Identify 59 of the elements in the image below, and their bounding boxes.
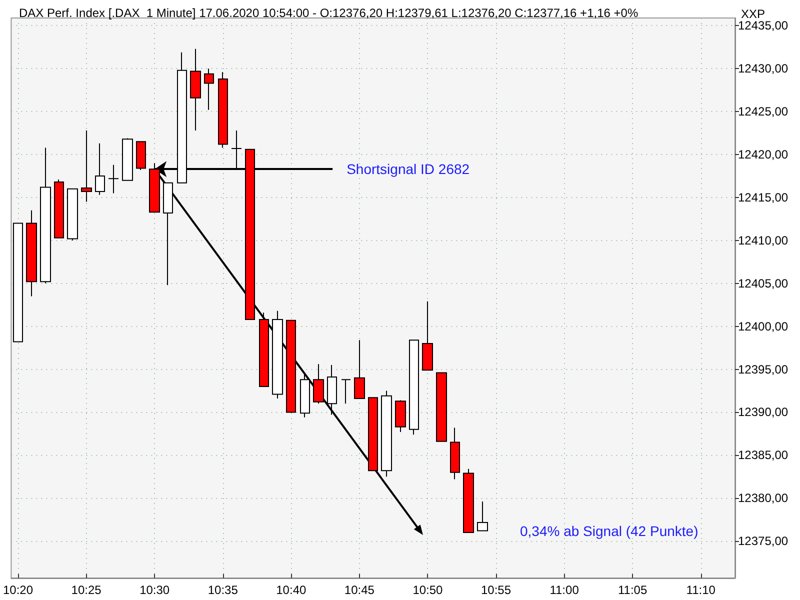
x-tick-label: 10:45 <box>344 583 375 597</box>
y-tick-label: 12430,00 <box>738 62 788 76</box>
candlestick <box>26 210 37 297</box>
y-tick-label: 12400,00 <box>738 319 788 334</box>
candlestick <box>163 182 173 286</box>
x-tick-label: 11:00 <box>550 583 580 597</box>
candlestick <box>190 48 201 132</box>
candlestick <box>477 500 488 532</box>
x-tick-label: 10:40 <box>276 583 306 597</box>
candlestick <box>422 300 433 371</box>
annotation: Shortsignal ID 2682 <box>346 161 470 178</box>
x-tick-label: 10:35 <box>208 583 238 597</box>
y-axis-title: XXP <box>741 6 766 21</box>
candlestick <box>218 72 228 148</box>
y-tick-label: 12380,00 <box>738 491 788 506</box>
candlestick <box>395 400 406 432</box>
y-tick-label: 12390,00 <box>738 405 788 420</box>
candlestick <box>122 138 133 181</box>
candlestick <box>81 130 92 202</box>
chart-title: DAX Perf. Index [.DAX 1 Minute] 17.06.2020 10:54:00 - O:12376,20 H:12379,61 L:12376,20 C:12377,16 +1,16 +0% <box>19 6 638 20</box>
x-tick-label: 10:25 <box>71 583 102 597</box>
candlestick <box>67 188 78 241</box>
candlestick <box>13 222 23 342</box>
candlestick <box>272 310 283 399</box>
candlestick <box>259 312 269 387</box>
candlestick <box>409 340 419 436</box>
candlestick <box>341 379 351 404</box>
y-tick-label: 12410,00 <box>738 233 788 248</box>
candlestick <box>95 142 105 196</box>
y-tick-label: 12405,00 <box>738 276 788 290</box>
y-tick-label: 12435,00 <box>738 18 788 33</box>
x-tick-label: 11:10 <box>686 583 716 597</box>
candlestick <box>354 340 365 399</box>
annotation: 0,34% ab Signal (42 Punkte) <box>520 523 698 539</box>
candlestick <box>54 178 64 238</box>
candlestick <box>368 397 378 472</box>
x-tick-label: 10:30 <box>140 583 170 597</box>
y-tick-label: 12395,00 <box>738 362 788 376</box>
candlestick <box>40 147 51 284</box>
x-tick-label: 10:50 <box>412 583 444 597</box>
candlestick <box>286 320 296 413</box>
y-tick-label: 12415,00 <box>738 190 788 205</box>
y-tick-label: 12425,00 <box>738 104 788 119</box>
y-tick-label: 12420,00 <box>738 148 788 162</box>
y-tick-label: 12375,00 <box>738 534 788 548</box>
candlestick <box>436 372 447 442</box>
candlestick <box>300 374 310 418</box>
candlestick <box>108 164 119 194</box>
x-tick-label: 10:55 <box>480 583 512 597</box>
candlestick <box>313 364 324 404</box>
candlestick <box>381 390 392 478</box>
x-tick-label: 10:20 <box>3 583 34 597</box>
candlestick <box>136 141 146 171</box>
candlestick <box>204 68 214 110</box>
candlestick <box>450 427 460 480</box>
x-tick-label: 11:05 <box>618 583 648 597</box>
candlestick <box>463 468 474 533</box>
candlestick <box>327 364 337 416</box>
y-tick-label: 12385,00 <box>738 448 788 462</box>
